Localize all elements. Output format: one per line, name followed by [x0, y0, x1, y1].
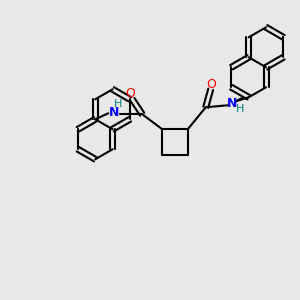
- Text: O: O: [125, 87, 135, 100]
- Text: N: N: [226, 97, 237, 110]
- Text: N: N: [109, 106, 119, 119]
- Text: O: O: [206, 78, 216, 91]
- Text: H: H: [236, 104, 244, 114]
- Text: H: H: [114, 99, 122, 109]
